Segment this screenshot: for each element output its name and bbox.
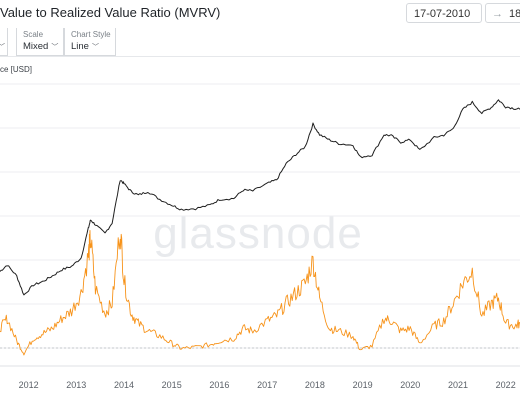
price-axis-label: ce [USD] — [0, 65, 33, 74]
x-tick-label: 2018 — [305, 380, 325, 390]
end-date-input[interactable]: → 18-0 — [485, 3, 520, 23]
mvrv-series-line — [0, 230, 520, 356]
chart-style-value: Line — [71, 41, 89, 52]
scale-dropdown[interactable]: Scale Mixed ﹀ — [16, 28, 64, 56]
start-date-input[interactable]: 17-07-2010 — [406, 3, 482, 23]
x-tick-label: 2020 — [400, 380, 420, 390]
chevron-down-icon: ﹀ — [51, 44, 59, 51]
watermark-logo: glassnode — [153, 209, 363, 258]
x-axis-ticks: 2012 2013 2014 2015 2016 2017 2018 2019 2020 2021… — [19, 380, 516, 390]
chevron-down-icon: ﹀ — [91, 44, 99, 51]
chart-title: Value to Realized Value Ratio (MVRV) — [0, 5, 221, 20]
x-tick-label: 2016 — [209, 380, 229, 390]
x-tick-label: 2013 — [66, 380, 86, 390]
x-tick-label: 2012 — [19, 380, 39, 390]
x-tick-label: 2021 — [448, 380, 468, 390]
arrow-right-icon: → — [492, 8, 503, 20]
scale-value: Mixed — [23, 41, 49, 52]
chart-style-dropdown[interactable]: Chart Style Line ﹀ — [64, 28, 116, 56]
toolbar-divider — [0, 56, 520, 57]
x-tick-label: 2017 — [257, 380, 277, 390]
x-tick-label: 2019 — [353, 380, 373, 390]
end-date-value: 18-0 — [509, 8, 520, 20]
chevron-down-icon: ﹀ — [0, 44, 5, 51]
scale-label: Scale — [23, 30, 44, 39]
x-tick-label: 2014 — [114, 380, 134, 390]
x-tick-label: 2022 — [496, 380, 516, 390]
resolution-dropdown[interactable]: ﹀ — [0, 28, 8, 56]
chart-style-label: Chart Style — [71, 30, 111, 39]
series-group — [0, 99, 520, 356]
price-series-line — [0, 99, 520, 296]
chart-toolbar: ﹀ Scale Mixed﹀ Chart Style Line﹀ — [0, 28, 520, 56]
chart-grid — [0, 83, 520, 349]
x-tick-label: 2015 — [162, 380, 182, 390]
